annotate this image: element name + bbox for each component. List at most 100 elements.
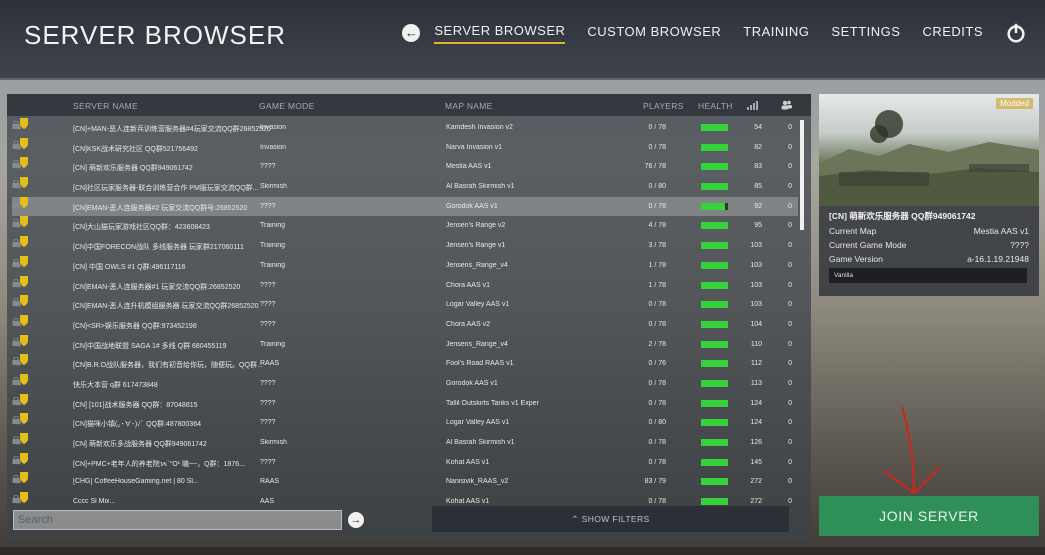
map-name: Al Basrah Skirmish v1 bbox=[446, 439, 515, 446]
map-name: Gorodok AAS v1 bbox=[446, 379, 498, 387]
player-count: 76 / 78 bbox=[644, 163, 666, 171]
table-row[interactable]: ★ [CN]+PMC+老年人的养老院ᝰˋ°O¹ 嘰~~，Q群：1876...???… bbox=[12, 452, 798, 473]
star-icon[interactable]: ★ bbox=[15, 417, 24, 428]
info-label: Game Version bbox=[829, 254, 883, 264]
player-count: 0 / 78 bbox=[648, 439, 666, 446]
vanilla-tag: Vanilla bbox=[829, 268, 1027, 283]
friends-count: 0 bbox=[788, 498, 792, 506]
table-row[interactable]: ★ [CN]+MAN-恶人连新兵训练营服务器#4玩家交流QQ群26852520 In… bbox=[12, 118, 798, 138]
health-fill bbox=[701, 183, 728, 191]
star-icon[interactable]: ★ bbox=[15, 122, 24, 132]
star-icon[interactable]: ★ bbox=[15, 397, 24, 408]
star-icon[interactable]: ★ bbox=[15, 181, 24, 192]
star-icon[interactable]: ★ bbox=[15, 496, 24, 507]
health-bar bbox=[701, 458, 728, 466]
table-row[interactable]: ★ [CN] 萌新欢乐服务器 QQ群949061742???? Mestia AAS… bbox=[12, 157, 798, 177]
star-icon[interactable]: ★ bbox=[15, 318, 24, 329]
shield-icon bbox=[20, 216, 28, 228]
back-arrow-icon[interactable]: ← bbox=[402, 24, 421, 42]
col-game-mode[interactable]: GAME MODE bbox=[259, 101, 315, 111]
show-filters-button[interactable]: ⌃ SHOW FILTERS bbox=[432, 506, 789, 532]
table-row[interactable]: ★ [CN] [101]战术服务器 QQ群：87048815???? Tallil … bbox=[12, 393, 798, 414]
table-row[interactable]: ★ [CN] 中国 OWLS #1 Q群:496117116 Training Jen… bbox=[12, 255, 798, 276]
nav-server-browser[interactable]: SERVER BROWSER bbox=[434, 23, 566, 44]
table-row[interactable]: ★ [CHG] CoffeeHouseGaming.net | 80 Sl... R… bbox=[12, 472, 798, 492]
star-icon[interactable]: ★ bbox=[15, 240, 24, 251]
star-icon[interactable]: ★ bbox=[15, 141, 24, 152]
player-count: 0 / 78 bbox=[648, 124, 666, 131]
map-name: Kamdesh Invasion v2 bbox=[446, 124, 513, 131]
info-value: Mestia AAS v1 bbox=[973, 226, 1029, 236]
friends-count: 0 bbox=[788, 183, 792, 191]
table-row[interactable]: ★ [CN]EMAN-恶人连服务器#2 玩家交流QQ群号:26852520????… bbox=[12, 196, 798, 217]
map-name: Narva Invasion v1 bbox=[446, 143, 503, 151]
friends-icon[interactable] bbox=[781, 100, 792, 110]
star-icon[interactable]: ★ bbox=[15, 299, 24, 310]
star-icon[interactable]: ★ bbox=[15, 456, 24, 467]
nav-custom-browser[interactable]: CUSTOM BROWSER bbox=[587, 23, 722, 39]
table-row[interactable]: ★ [CN]EMAN-恶人连升机模组服务器 玩家交流QQ群26852520????… bbox=[12, 295, 798, 315]
col-players[interactable]: PLAYERS bbox=[643, 101, 684, 111]
table-row[interactable]: ★ [CN] 萌新欢乐多战服务器 QQ群949061742 Skirmish Al B… bbox=[12, 433, 798, 453]
join-server-button[interactable]: JOIN SERVER bbox=[819, 496, 1039, 536]
nav-credits[interactable]: CREDITS bbox=[922, 23, 983, 39]
star-icon[interactable]: ★ bbox=[15, 259, 24, 270]
star-icon[interactable]: ★ bbox=[15, 220, 24, 231]
server-name: [CN]EMAN-恶人连服务器#2 玩家交流QQ群号:26852520 bbox=[73, 204, 248, 212]
server-name: [CN]社区玩家服务器-联合训练营合作 PM服玩家交流QQ群... bbox=[73, 185, 259, 193]
star-icon[interactable]: ★ bbox=[15, 338, 24, 349]
nav-settings[interactable]: SETTINGS bbox=[831, 23, 901, 39]
game-mode: ???? bbox=[260, 399, 276, 407]
star-icon[interactable]: ★ bbox=[15, 200, 24, 211]
server-name: [CN]EMAN-恶人连服务器#1 玩家交流QQ群:26852520 bbox=[73, 283, 241, 291]
map-name: Kohat AAS v1 bbox=[446, 498, 490, 506]
table-row[interactable]: ★ [CN]大山猫玩家游戏社区QQ群：423608423 Training Jense… bbox=[12, 216, 798, 236]
player-count: 1 / 78 bbox=[648, 261, 666, 269]
star-icon[interactable]: ★ bbox=[15, 476, 24, 487]
health-fill bbox=[701, 379, 728, 387]
lock-icon bbox=[12, 474, 20, 484]
game-mode: ???? bbox=[260, 458, 276, 466]
table-row[interactable]: ★ 快乐大本营 q群 617473848???? Gorodok AAS v1 0 /… bbox=[12, 373, 798, 394]
star-icon[interactable]: ★ bbox=[15, 279, 24, 290]
table-row[interactable]: ★ [CN]猫咪小镇(｡･∀･)ﾉﾞ QQ群:487800364???? Logar… bbox=[12, 413, 798, 433]
game-mode: Training bbox=[260, 242, 286, 250]
table-row[interactable]: ★ [CN]B.R.O战队服务器，我们有初音给你玩，随便玩。QQ群... RAAS F… bbox=[12, 354, 798, 374]
player-count: 1 / 78 bbox=[648, 281, 666, 289]
player-count: 0 / 78 bbox=[648, 143, 666, 151]
star-icon[interactable]: ★ bbox=[15, 358, 24, 369]
table-row[interactable]: ★ [CN]<SR>娱乐服务器 QQ群:973452198???? Chora AA… bbox=[12, 314, 798, 335]
table-row[interactable]: ★ [CN]中国战地联盟 SAGA 1# 多线 Q群 680455119 Train… bbox=[12, 334, 798, 355]
star-icon[interactable]: ★ bbox=[15, 377, 24, 388]
table-row[interactable]: ★ [CN]EMAN-恶人连服务器#1 玩家交流QQ群:26852520???? C… bbox=[12, 275, 798, 296]
col-server-name[interactable]: SERVER NAME bbox=[73, 101, 139, 111]
scrollbar[interactable] bbox=[800, 120, 804, 230]
health-fill bbox=[701, 340, 728, 348]
table-row[interactable]: ★ [CN]KSK战术研究社区 QQ群521756492 Invasion Narva… bbox=[12, 137, 798, 158]
shield-icon bbox=[20, 334, 28, 346]
col-map-name[interactable]: MAP NAME bbox=[445, 101, 493, 111]
health-fill bbox=[701, 419, 728, 427]
friends-count: 0 bbox=[788, 163, 792, 171]
player-count: 0 / 78 bbox=[648, 379, 666, 387]
nav-training[interactable]: TRAINING bbox=[743, 23, 810, 39]
health-bar bbox=[701, 124, 728, 131]
shield-icon bbox=[20, 255, 28, 267]
friends-count: 0 bbox=[788, 379, 792, 387]
table-row[interactable]: ★ Cccc Sl Mix... AAS Kohat AAS v1 0 / 78 272 0 bbox=[12, 492, 798, 508]
shield-icon bbox=[20, 413, 28, 425]
friends-count: 0 bbox=[788, 202, 792, 210]
signal-icon[interactable] bbox=[747, 101, 758, 110]
health-fill bbox=[701, 320, 728, 328]
star-icon[interactable]: ★ bbox=[15, 437, 24, 447]
star-icon[interactable]: ★ bbox=[15, 161, 24, 172]
power-icon[interactable] bbox=[1005, 22, 1027, 44]
friends-count: 0 bbox=[788, 419, 792, 427]
table-row[interactable]: ★ [CN]社区玩家服务器-联合训练营合作 PM服玩家交流QQ群... Skirmi… bbox=[12, 177, 798, 197]
search-input[interactable]: Search bbox=[13, 510, 342, 530]
health-fill bbox=[701, 124, 728, 131]
ping: 124 bbox=[750, 399, 762, 407]
table-row[interactable]: ★ [CN]中国FORECON战队 多线服务器 玩家群217060111 Train… bbox=[12, 236, 798, 256]
col-health[interactable]: HEALTH bbox=[698, 101, 733, 111]
search-go-icon[interactable]: → bbox=[348, 512, 364, 528]
